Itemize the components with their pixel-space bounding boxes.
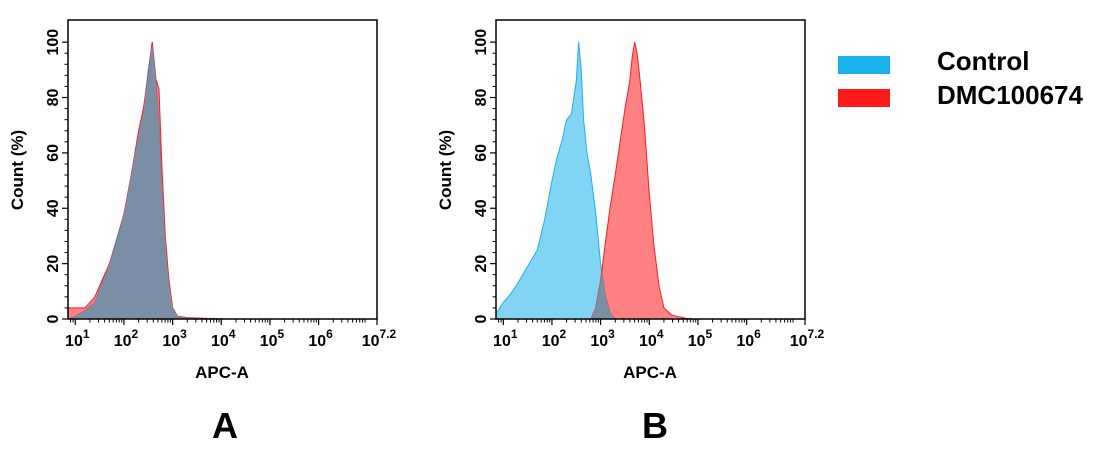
panel-a-histogram: 101 102 103 104 105 106 107.2 0 20 40 60 80 100 APC…	[8, 19, 397, 446]
overlap-area	[68, 46, 231, 319]
plot-frame	[495, 19, 806, 320]
panel-label-b: B	[642, 405, 668, 446]
x-tick-label: 104	[211, 327, 236, 350]
x-axis-label: APC-A	[623, 363, 677, 382]
x-tick-label: 106	[736, 327, 761, 350]
x-tick-label: 102	[542, 327, 567, 350]
legend-label-dmc100674: DMC100674	[937, 80, 1084, 110]
x-tick-label: 106	[308, 327, 333, 350]
x-tick-label: 103	[162, 327, 187, 350]
y-tick-label: 40	[473, 199, 490, 217]
series-area-dmc100674	[590, 41, 694, 319]
y-tick-label: 20	[45, 255, 62, 273]
y-tick-label: 0	[473, 314, 490, 323]
x-tick-label: 104	[639, 327, 664, 350]
y-tick-label: 100	[473, 29, 490, 56]
x-tick-label: 101	[493, 327, 518, 350]
x-axis-label: APC-A	[195, 363, 249, 382]
panel-b-histogram: 101 102 103 104 105 106 107.2 0 20 40 60 80 100 APC…	[436, 19, 825, 446]
y-tick-label: 60	[473, 144, 490, 162]
y-tick-label: 60	[45, 144, 62, 162]
series-area-control	[496, 42, 616, 319]
legend: Control DMC100674	[838, 46, 1084, 110]
legend-label-control: Control	[937, 46, 1029, 76]
y-axis-label: Count (%)	[436, 130, 455, 210]
y-tick-label: 80	[45, 89, 62, 107]
overlap-area	[590, 271, 616, 319]
x-tick-label: 101	[65, 327, 90, 350]
y-tick-label: 20	[473, 255, 490, 273]
x-tick-label: 107.2	[790, 327, 825, 350]
x-tick-label: 102	[114, 327, 139, 350]
panel-label-a: A	[212, 405, 238, 446]
legend-swatch-dmc100674	[838, 89, 890, 107]
legend-swatch-control	[838, 56, 890, 74]
x-tick-label: 105	[260, 327, 285, 350]
y-tick-label: 0	[45, 314, 62, 323]
plot-frame	[67, 19, 378, 320]
y-axis-label: Count (%)	[8, 130, 27, 210]
y-tick-label: 40	[45, 199, 62, 217]
y-tick-label: 80	[473, 89, 490, 107]
x-tick-label: 107.2	[362, 327, 397, 350]
x-tick-label: 105	[688, 327, 713, 350]
y-tick-label: 100	[45, 29, 62, 56]
x-tick-label: 103	[590, 327, 615, 350]
